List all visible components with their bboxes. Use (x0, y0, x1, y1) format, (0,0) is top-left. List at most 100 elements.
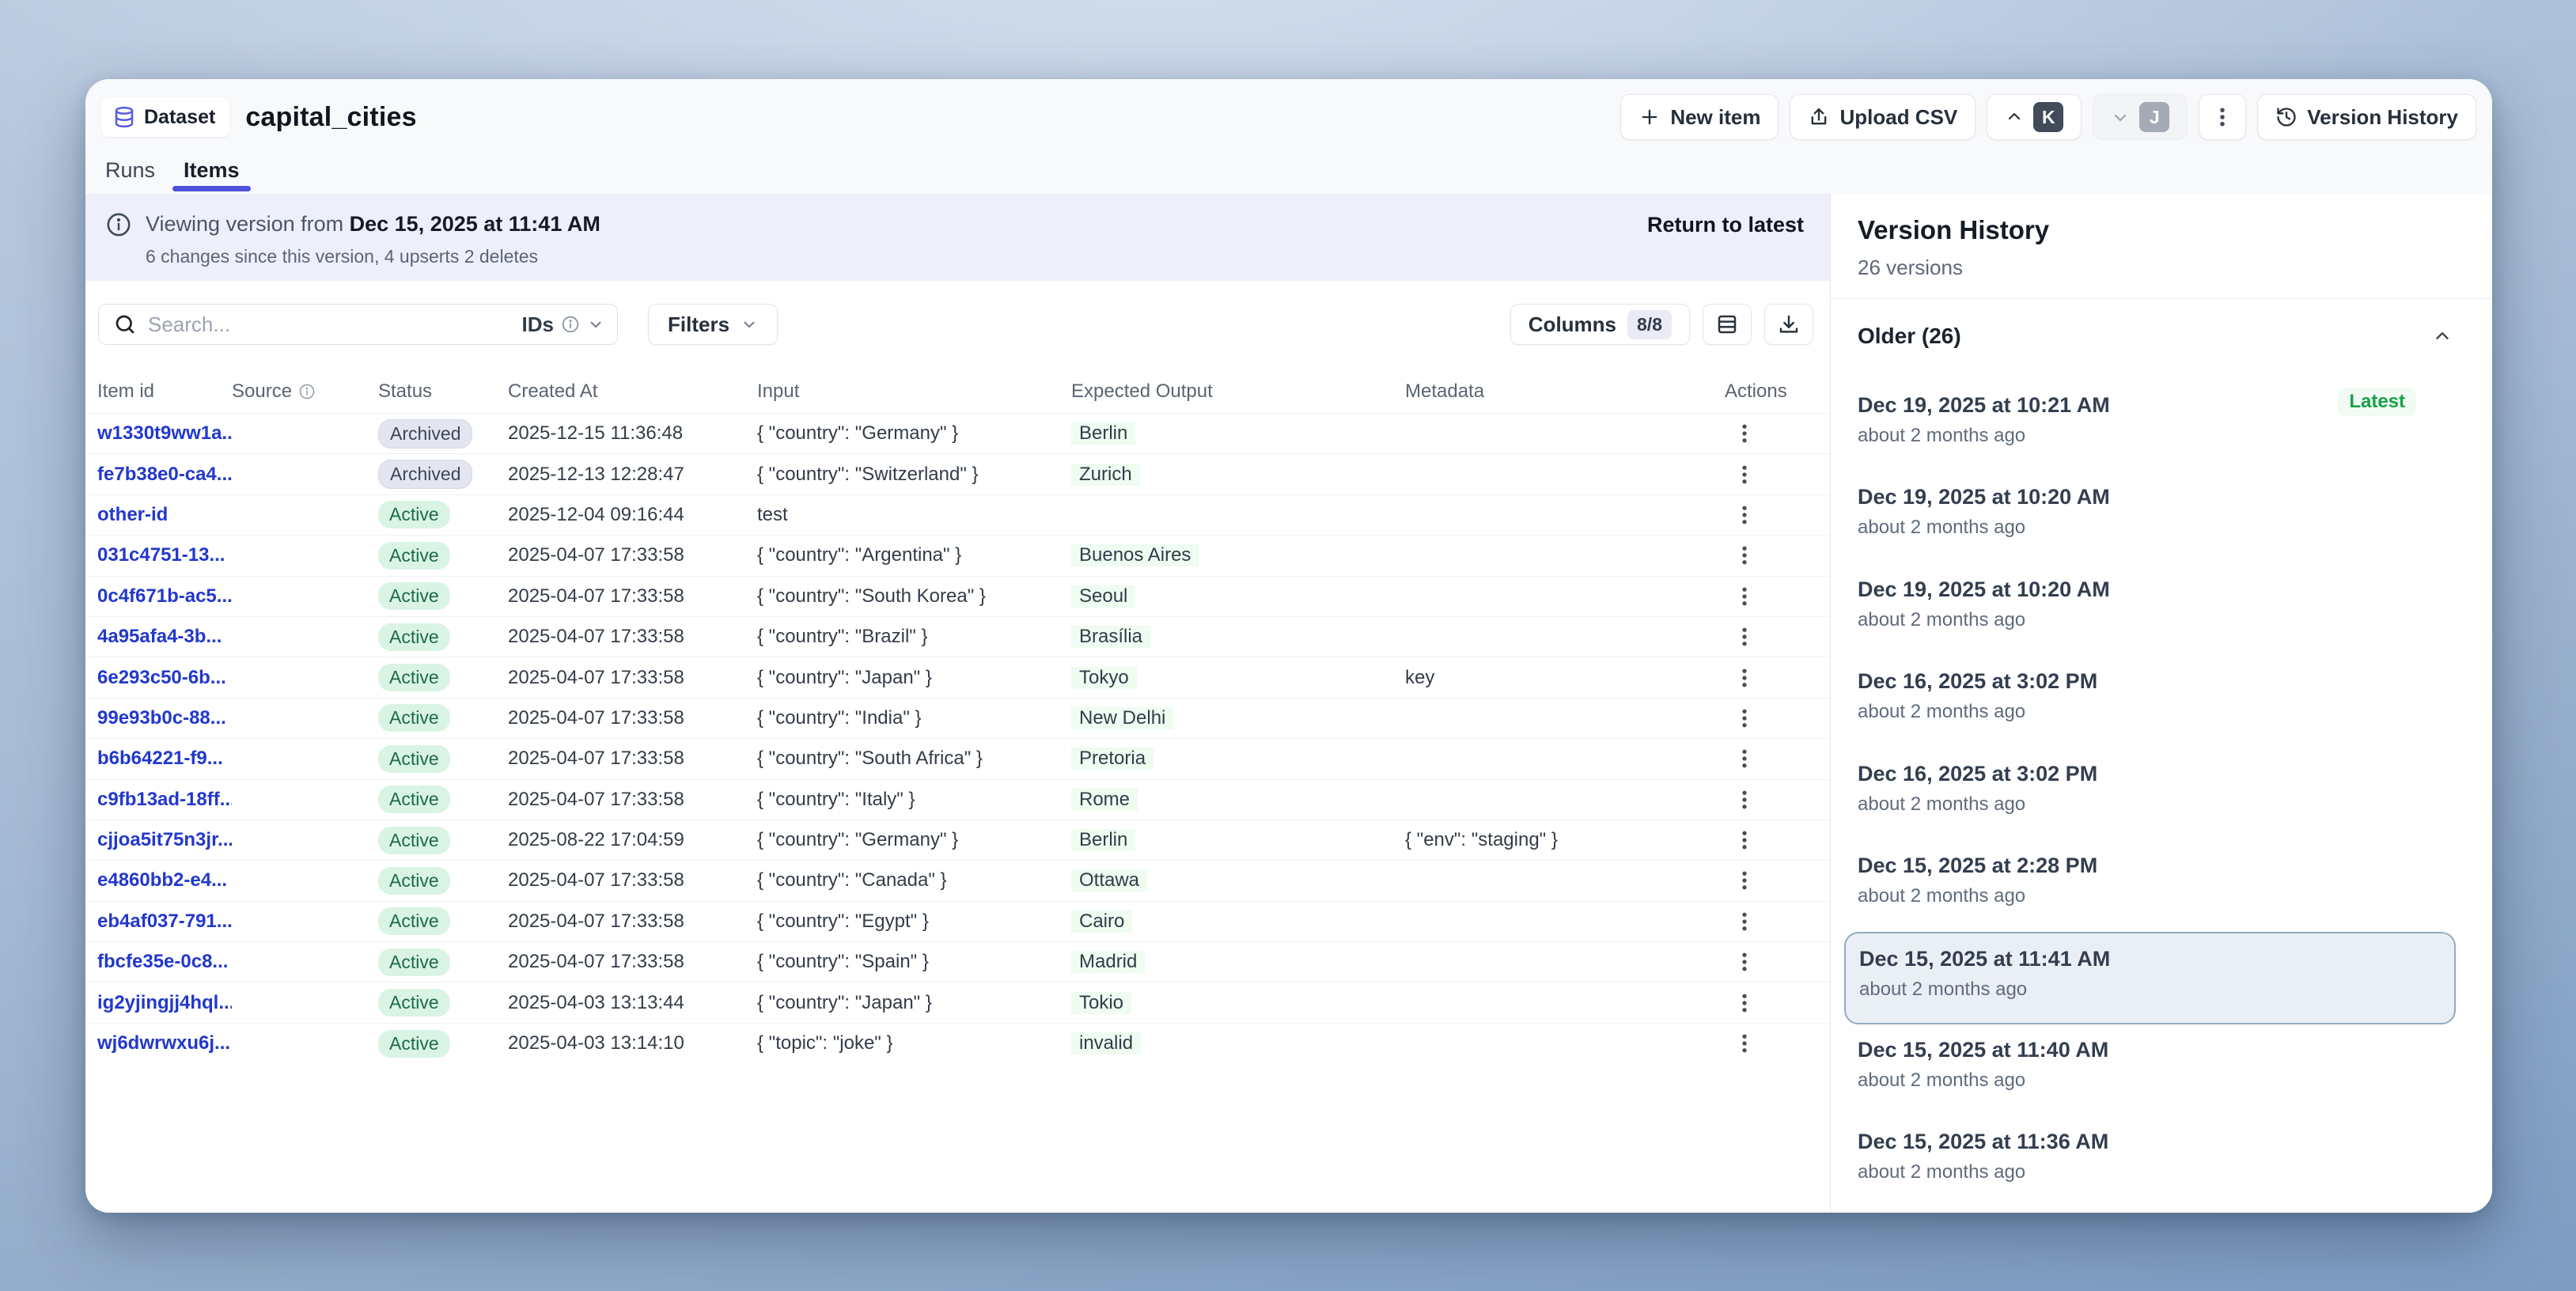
tab-items[interactable]: Items (172, 147, 251, 194)
collapse-user-k-button[interactable]: K (1987, 94, 2082, 140)
version-entry-date: Dec 19, 2025 at 10:21 AM (1858, 393, 2110, 417)
plus-icon (1642, 109, 1657, 125)
row-actions-button[interactable] (1725, 418, 1764, 449)
version-entry[interactable]: Dec 16, 2025 at 3:02 PM about 2 months ag… (1858, 656, 2448, 748)
item-id-link[interactable]: 0c4f671b-ac5... (97, 585, 232, 607)
row-actions-button[interactable] (1725, 785, 1764, 815)
table-row: eb4af037-791... Active 2025-04-07 17:33:58… (85, 900, 1830, 941)
input-cell: { "country": "Spain" } (757, 951, 929, 973)
chevron-down-icon (744, 321, 755, 328)
search-input[interactable] (137, 312, 522, 337)
expand-user-j-button[interactable]: J (2093, 94, 2188, 140)
expected-output-value: Tokyo (1071, 666, 1137, 689)
database-icon (115, 106, 134, 128)
expected-output-value: New Delhi (1071, 706, 1174, 729)
created-at-cell: 2025-04-07 17:33:58 (508, 951, 684, 973)
expected-output-cell: Pretoria (1071, 748, 1405, 770)
created-at-cell: 2025-04-07 17:33:58 (508, 544, 684, 566)
version-history-button[interactable]: Version History (2257, 94, 2476, 140)
version-entry[interactable]: Dec 15, 2025 at 11:36 AM about 2 months a… (1858, 1116, 2448, 1208)
status-cell: Archived (378, 418, 508, 449)
row-actions-button[interactable] (1725, 1028, 1764, 1058)
download-button[interactable] (1764, 304, 1813, 345)
item-id-link[interactable]: eb4af037-791... (97, 910, 232, 932)
expected-output-cell: Cairo (1071, 910, 1405, 933)
item-id-link[interactable]: c9fb13ad-18ff... (97, 788, 232, 810)
return-to-latest-link[interactable]: Return to latest (1646, 213, 1804, 237)
version-entry[interactable]: Dec 15, 2025 at 2:28 PM about 2 months ag… (1858, 840, 2448, 932)
input-cell: { "country": "Brazil" } (757, 626, 928, 648)
status-cell: Active (378, 501, 508, 529)
upload-csv-button[interactable]: Upload CSV (1790, 94, 1976, 140)
item-id-link[interactable]: fe7b38e0-ca4... (97, 463, 232, 485)
item-id-link[interactable]: w1330t9ww1a... (97, 422, 232, 445)
table-row: 031c4751-13... Active 2025-04-07 17:33:58 {… (85, 535, 1830, 575)
item-id-link[interactable]: e4860bb2-e4... (97, 869, 228, 892)
table-row: 6e293c50-6b... Active 2025-04-07 17:33:58 {… (85, 657, 1830, 697)
status-badge: Active (378, 582, 450, 611)
table-row: 99e93b0c-88... Active 2025-04-07 17:33:58 {… (85, 697, 1830, 738)
expected-output-cell: Ottawa (1071, 869, 1405, 892)
row-actions-button[interactable] (1725, 581, 1764, 611)
filters-button[interactable]: Filters (648, 304, 778, 345)
version-entry[interactable]: Dec 19, 2025 at 10:21 AM about 2 months a… (1858, 380, 2448, 471)
row-actions-button[interactable] (1725, 907, 1764, 937)
row-actions-button[interactable] (1725, 663, 1764, 693)
expected-output-cell: Tokyo (1071, 666, 1405, 689)
created-at-cell: 2025-04-07 17:33:58 (508, 869, 684, 892)
version-entry[interactable]: Dec 19, 2025 at 10:20 AM about 2 months a… (1858, 471, 2448, 563)
created-at-cell: 2025-04-07 17:33:58 (508, 585, 684, 607)
item-id-link[interactable]: ig2yjingjj4hql... (97, 991, 232, 1013)
row-actions-button[interactable] (1725, 988, 1764, 1018)
table-row: wj6dwrwxu6j... Active 2025-04-03 13:14:10 {… (85, 1022, 1830, 1063)
expected-output-cell: Tokio (1071, 991, 1405, 1014)
item-id-link[interactable]: cjjoa5it75n3jr... (97, 829, 232, 851)
status-badge: Active (378, 501, 450, 529)
row-actions-button[interactable] (1725, 744, 1764, 774)
row-actions-button[interactable] (1725, 947, 1764, 977)
item-id-link[interactable]: 6e293c50-6b... (97, 666, 226, 688)
search-field-dropdown[interactable]: IDs (522, 312, 604, 337)
item-id-link[interactable]: b6b64221-f9... (97, 748, 223, 770)
banner-subtitle: 6 changes since this version, 4 upserts … (146, 246, 539, 267)
row-actions-button[interactable] (1725, 825, 1764, 855)
row-actions-button[interactable] (1725, 460, 1764, 490)
status-badge: Active (378, 866, 450, 895)
input-cell: { "country": "Italy" } (757, 788, 915, 810)
item-id-link[interactable]: 031c4751-13... (97, 544, 225, 566)
row-actions-button[interactable] (1725, 622, 1764, 652)
version-entry[interactable]: Dec 15, 2025 at 11:41 AM about 2 months a… (1844, 932, 2456, 1024)
more-options-button[interactable] (2199, 94, 2247, 140)
item-id-link[interactable]: wj6dwrwxu6j... (97, 1032, 231, 1054)
tab-runs[interactable]: Runs (105, 147, 155, 194)
version-list: Dec 19, 2025 at 10:21 AM about 2 months a… (1831, 380, 2492, 1209)
older-group-toggle[interactable]: Older (26) (1858, 323, 2453, 350)
new-item-button[interactable]: New item (1620, 94, 1779, 140)
item-id-cell: 99e93b0c-88... (97, 707, 232, 729)
row-actions-button[interactable] (1725, 500, 1764, 530)
row-actions-button[interactable] (1725, 703, 1764, 733)
row-height-button[interactable] (1703, 304, 1752, 345)
table-header-row: Item id Source Status Created At Input E… (85, 370, 1830, 413)
expected-output-value: Pretoria (1071, 748, 1154, 770)
version-history-title: Version History (1858, 215, 2050, 244)
dataset-window: Dataset capital_cities New item Upload C… (85, 79, 2492, 1213)
item-id-link[interactable]: other-id (97, 503, 169, 525)
input-cell: { "country": "South Africa" } (757, 748, 983, 770)
version-entry[interactable]: Dec 15, 2025 at 11:40 AM about 2 months a… (1858, 1024, 2448, 1116)
version-entry[interactable]: Dec 16, 2025 at 3:02 PM about 2 months ag… (1858, 748, 2448, 840)
version-entry[interactable]: Dec 19, 2025 at 10:20 AM about 2 months a… (1858, 564, 2448, 656)
item-id-link[interactable]: 99e93b0c-88... (97, 706, 226, 729)
item-id-link[interactable]: 4a95afa4-3b... (97, 626, 222, 648)
table-row: cjjoa5it75n3jr... Active 2025-08-22 17:04:… (85, 819, 1830, 860)
actions-cell (1725, 622, 1830, 652)
row-actions-button[interactable] (1725, 865, 1764, 895)
item-id-link[interactable]: fbcfe35e-0c8... (97, 951, 229, 973)
columns-button[interactable]: Columns 8/8 (1510, 304, 1690, 345)
row-actions-button[interactable] (1725, 540, 1764, 570)
actions-cell (1725, 703, 1830, 733)
version-history-panel: Version History 26 versions Older (26) D… (1830, 194, 2492, 1213)
status-cell: Active (378, 786, 508, 814)
input-cell: test (757, 503, 788, 525)
kebab-icon (1742, 1034, 1747, 1053)
